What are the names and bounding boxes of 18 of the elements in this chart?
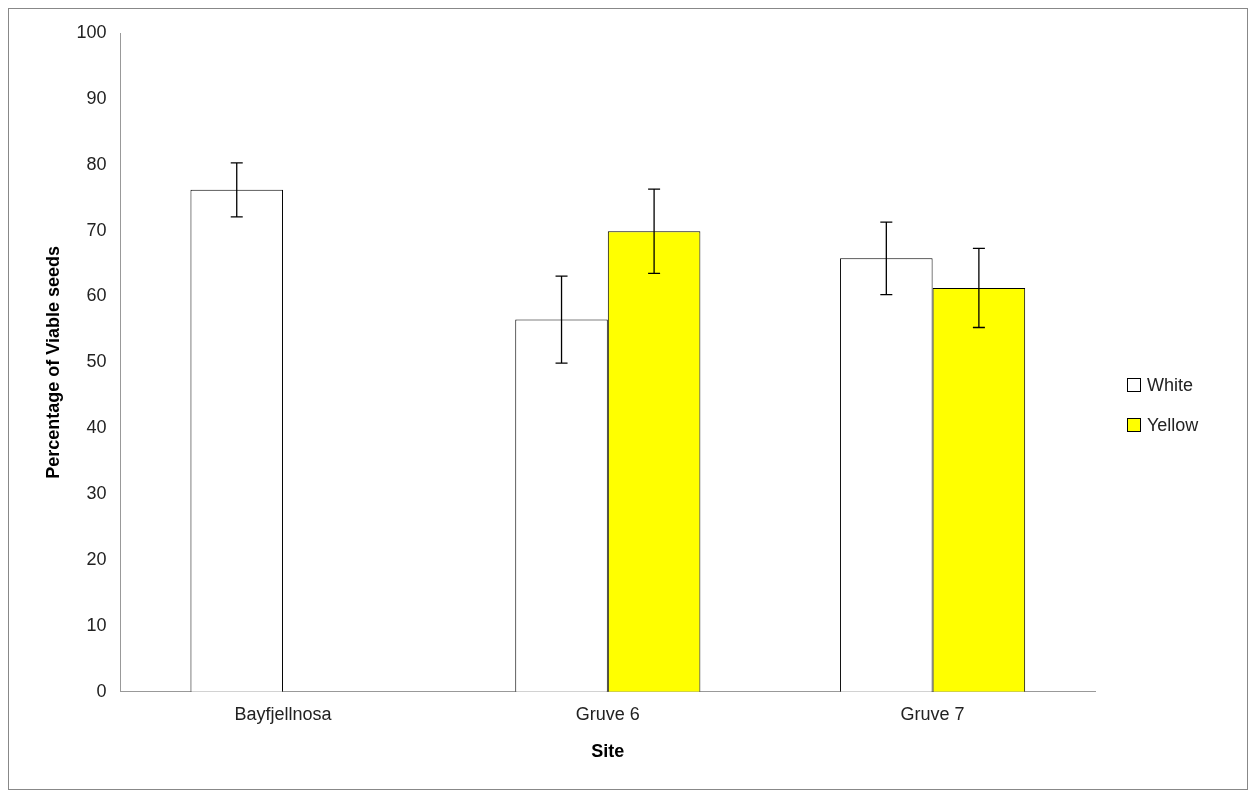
y-tick-label: 70 <box>86 219 107 240</box>
y-tick-label: 60 <box>86 285 107 306</box>
x-axis-title: Site <box>591 741 625 762</box>
y-tick-label: 30 <box>86 483 107 504</box>
y-tick-label: 0 <box>96 680 107 701</box>
x-tick-label: Bayfjellnosa <box>234 703 333 724</box>
y-tick-label: 10 <box>86 614 107 635</box>
text: White <box>1147 374 1194 396</box>
y-tick-label: 20 <box>86 549 107 570</box>
legend-label: Yellow <box>1147 414 1199 436</box>
x-tick-label: Gruve 7 <box>900 703 965 724</box>
y-tick-label: 50 <box>86 351 107 372</box>
y-tick-label: 80 <box>86 153 107 174</box>
y-axis-title: Percentage of Viable seeds <box>42 246 63 479</box>
y-tick-label: 40 <box>86 417 107 438</box>
y-tick-label: 100 <box>76 21 107 42</box>
y-tick-label: 90 <box>86 87 107 108</box>
x-tick-label: Gruve 6 <box>575 703 640 724</box>
